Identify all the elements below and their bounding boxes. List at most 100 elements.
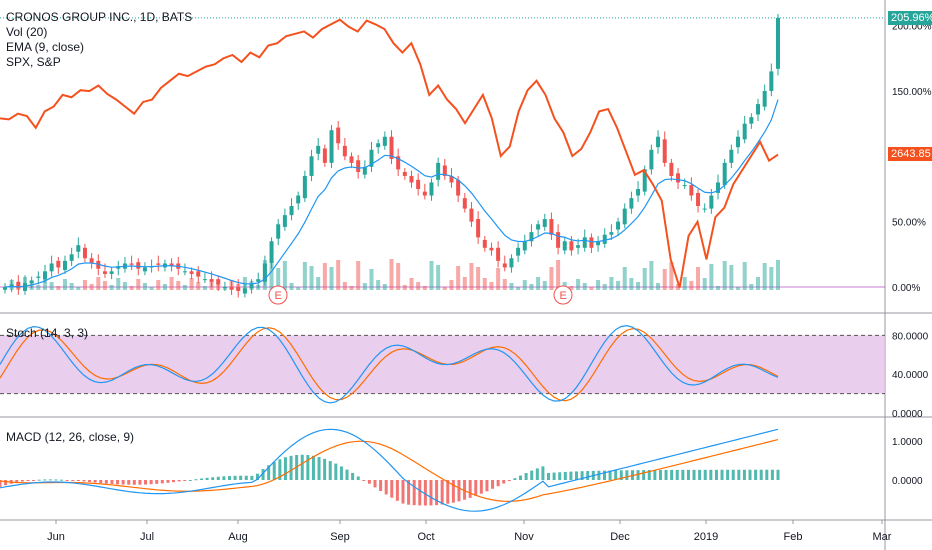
volume-bar xyxy=(416,282,421,290)
macd-histogram-bar xyxy=(636,470,640,480)
macd-histogram-bar xyxy=(37,479,41,481)
volume-bar xyxy=(102,281,107,290)
volume-bar xyxy=(276,268,281,290)
candle-body xyxy=(62,260,67,271)
volume-bar xyxy=(722,261,727,290)
candle-body xyxy=(536,224,541,230)
macd-histogram-bar xyxy=(491,480,495,489)
volume-bar xyxy=(429,261,434,290)
macd-histogram-bar xyxy=(653,469,657,480)
volume-bar xyxy=(602,284,607,290)
volume-bar xyxy=(662,269,667,290)
volume-bar xyxy=(316,277,321,290)
volume-bar xyxy=(396,263,401,290)
candle-body xyxy=(449,175,454,183)
macd-histogram-bar xyxy=(457,480,461,502)
macd-axis-label: 1.0000 xyxy=(892,437,923,448)
volume-bar xyxy=(62,279,67,290)
volume-bar xyxy=(489,282,494,290)
time-axis-label: Aug xyxy=(228,531,248,543)
candle-body xyxy=(109,271,114,274)
candle-body xyxy=(496,247,501,261)
macd-histogram-bar xyxy=(686,469,690,480)
candle-body xyxy=(376,143,381,148)
candle-body xyxy=(562,241,567,251)
macd-histogram-bar xyxy=(485,480,489,492)
macd-histogram-bar xyxy=(474,480,478,496)
macd-histogram-bar xyxy=(211,477,215,480)
volume-bar xyxy=(216,283,221,290)
candle-body xyxy=(189,271,194,274)
candle-body xyxy=(762,91,767,107)
volume-bar xyxy=(349,286,354,290)
macd-histogram-bar xyxy=(726,469,730,480)
macd-histogram-bar xyxy=(748,469,752,480)
volume-bar xyxy=(282,261,287,290)
candle-body xyxy=(356,160,361,173)
stoch-legend: Stoch (14, 3, 3) xyxy=(6,326,89,340)
macd-histogram-bar xyxy=(183,480,187,481)
time-axis-label: Oct xyxy=(417,531,434,543)
earnings-marker xyxy=(268,285,288,305)
volume-bar xyxy=(56,286,61,290)
volume-bar xyxy=(682,277,687,290)
volume-bar xyxy=(9,280,14,290)
candle-body xyxy=(49,263,54,272)
macd-histogram-bar xyxy=(670,469,674,480)
volume-bar xyxy=(149,287,154,290)
volume-bar xyxy=(522,280,527,290)
macd-histogram-bar xyxy=(110,480,114,484)
volume-bar xyxy=(636,282,641,290)
time-axis-label: Feb xyxy=(784,531,803,543)
volume-bar xyxy=(676,284,681,290)
macd-histogram-bar xyxy=(222,476,226,480)
volume-bar xyxy=(156,280,161,290)
macd-histogram-bar xyxy=(468,480,472,498)
macd-histogram-bar xyxy=(379,480,383,491)
volume-bar xyxy=(656,283,661,290)
candle-body xyxy=(769,71,774,91)
macd-histogram-bar xyxy=(597,470,601,480)
macd-histogram-bar xyxy=(172,480,176,483)
macd-histogram-bar xyxy=(401,480,405,504)
volume-bar xyxy=(3,287,7,290)
macd-histogram-bar xyxy=(507,480,511,481)
volume-bar xyxy=(456,266,461,290)
candle-body xyxy=(256,279,261,282)
volume-bar xyxy=(729,265,734,290)
macd-histogram-bar xyxy=(82,480,86,482)
volume-bar xyxy=(169,277,174,290)
volume-bar xyxy=(182,285,187,290)
volume-bar xyxy=(49,282,54,290)
candle-body xyxy=(509,258,514,268)
macd-histogram-bar xyxy=(692,469,696,480)
candle-body xyxy=(42,271,47,280)
candle-body xyxy=(542,219,547,227)
macd-histogram-bar xyxy=(658,469,662,480)
candle-body xyxy=(396,156,401,170)
macd-histogram-bar xyxy=(703,469,707,480)
time-axis-label: Nov xyxy=(514,531,534,543)
spx-value-badge: 2643.85 xyxy=(888,147,932,161)
volume-bar xyxy=(736,287,741,290)
candle-body xyxy=(316,145,321,154)
macd-histogram-bar xyxy=(4,480,8,486)
stoch-axis-label: 40.0000 xyxy=(892,370,929,381)
volume-bar xyxy=(582,283,587,290)
candle-body xyxy=(549,219,554,235)
stoch-k-line xyxy=(0,325,779,404)
volume-bar xyxy=(129,286,134,290)
macd-histogram-bar xyxy=(586,471,590,480)
macd-histogram-bar xyxy=(765,469,769,480)
candle-body xyxy=(402,172,407,176)
volume-bar xyxy=(342,282,347,290)
earnings-label: E xyxy=(275,290,282,302)
macd-histogram-bar xyxy=(155,480,159,484)
macd-histogram-bar xyxy=(351,472,355,480)
earnings-label: E xyxy=(560,290,567,302)
macd-histogram-bar xyxy=(625,470,629,480)
macd-histogram-bar xyxy=(390,480,394,498)
candle-body xyxy=(722,162,727,186)
